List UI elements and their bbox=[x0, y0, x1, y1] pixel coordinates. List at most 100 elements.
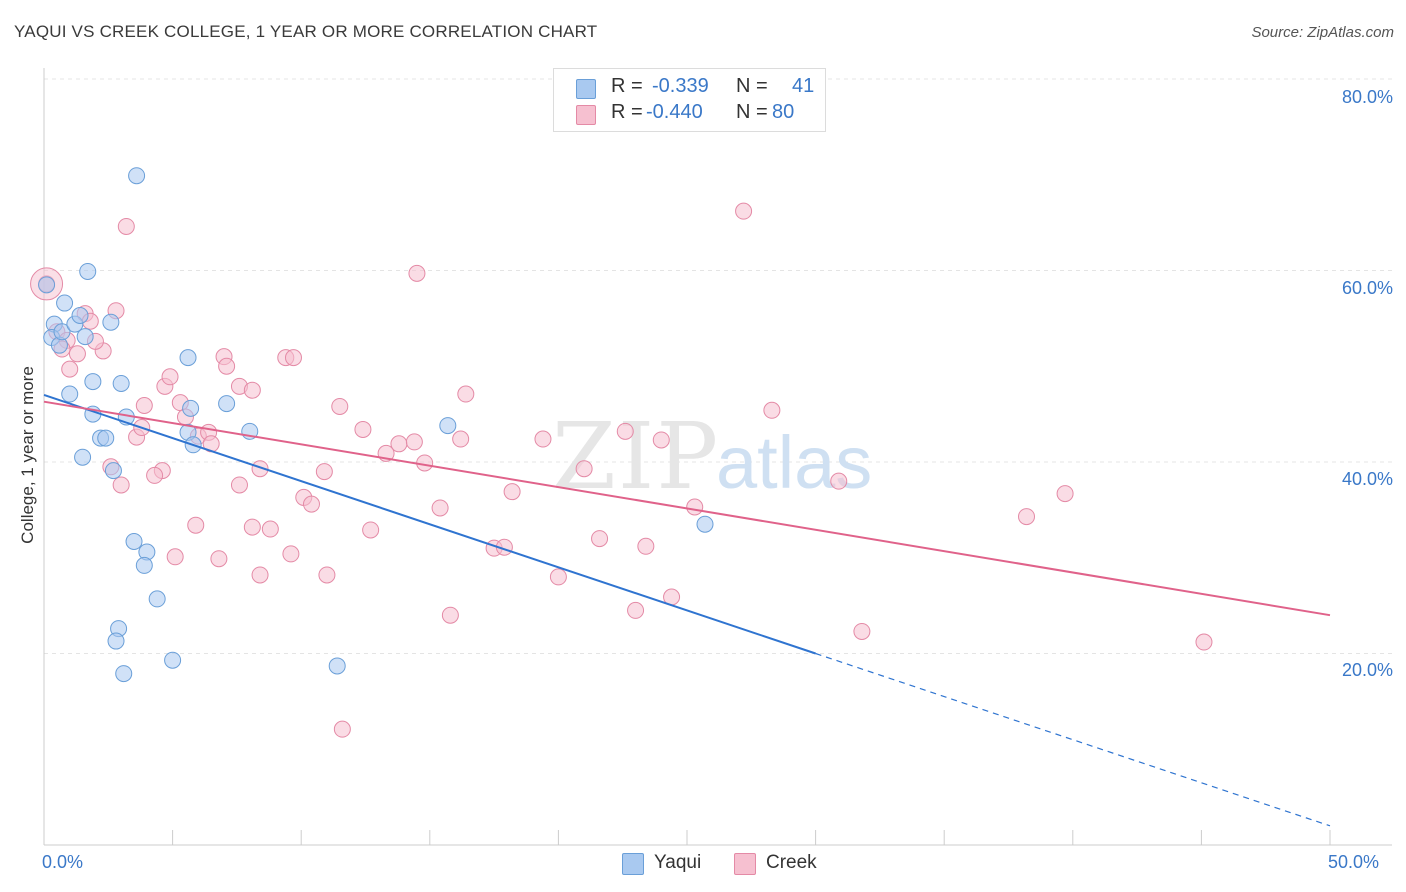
creek-point bbox=[575, 460, 593, 478]
watermark-zip: ZIP bbox=[552, 403, 720, 510]
yaqui-point bbox=[328, 657, 346, 675]
legend-r-label: R = bbox=[611, 75, 643, 97]
yaqui-point bbox=[179, 349, 197, 367]
creek-trend-line bbox=[43, 400, 1331, 617]
yaqui-point bbox=[125, 532, 143, 550]
creek-point bbox=[251, 460, 269, 478]
creek-point bbox=[405, 433, 423, 451]
x-tick-max: 50.0% bbox=[1328, 852, 1380, 872]
yaqui-point bbox=[61, 385, 79, 403]
legend-swatch-creek bbox=[576, 105, 596, 125]
creek-point bbox=[166, 548, 184, 566]
creek-point bbox=[135, 397, 153, 415]
trend-lines bbox=[43, 394, 1331, 827]
legend-swatch-yaqui bbox=[576, 79, 596, 99]
creek-point bbox=[210, 550, 228, 568]
creek-point bbox=[1195, 633, 1213, 651]
creek-point bbox=[61, 360, 79, 378]
yaqui-point bbox=[71, 307, 89, 325]
creek-point bbox=[390, 435, 408, 453]
chart-title: YAQUI VS CREEK COLLEGE, 1 YEAR OR MORE C… bbox=[14, 22, 598, 41]
yaqui-trend-extension bbox=[815, 652, 1331, 827]
bottom-legend-swatch-creek bbox=[734, 853, 756, 875]
creek-point bbox=[230, 476, 248, 494]
creek-point bbox=[161, 368, 179, 386]
creek-point bbox=[315, 463, 333, 481]
creek-point bbox=[534, 430, 552, 448]
creek-point bbox=[1018, 508, 1036, 526]
source-label: Source: ZipAtlas.com bbox=[1251, 24, 1394, 41]
yaqui-point bbox=[112, 374, 130, 392]
yaqui-point bbox=[79, 262, 97, 280]
creek-point bbox=[431, 499, 449, 517]
creek-point bbox=[362, 521, 380, 539]
creek-series bbox=[30, 202, 1213, 738]
creek-point bbox=[830, 472, 848, 490]
creek-point bbox=[627, 601, 645, 619]
creek-point bbox=[243, 381, 261, 399]
creek-point bbox=[243, 518, 261, 536]
yaqui-point bbox=[107, 632, 125, 650]
creek-point bbox=[251, 566, 269, 584]
yaqui-point bbox=[164, 651, 182, 669]
yaqui-point bbox=[218, 395, 236, 413]
creek-point bbox=[261, 520, 279, 538]
yaqui-point bbox=[135, 556, 153, 574]
watermark-atlas: atlas bbox=[716, 421, 872, 504]
yaqui-point bbox=[56, 294, 74, 312]
legend-r-label: R = bbox=[611, 101, 643, 123]
yaqui-trend-line bbox=[43, 394, 816, 655]
x-tick-min: 0.0% bbox=[42, 852, 84, 872]
creek-point bbox=[763, 401, 781, 419]
yaqui-point bbox=[97, 429, 115, 447]
bottom-legend-swatch-yaqui bbox=[622, 853, 644, 875]
creek-point bbox=[117, 217, 135, 235]
bottom-legend-label-yaqui: Yaqui bbox=[654, 852, 702, 873]
creek-point bbox=[282, 545, 300, 563]
yaqui-point bbox=[102, 313, 120, 331]
bottom-legend-label-creek: Creek bbox=[766, 852, 817, 873]
legend-n-label: N = bbox=[736, 75, 768, 97]
creek-point bbox=[616, 422, 634, 440]
creek-point bbox=[68, 345, 86, 363]
legend-r-value: -0.339 bbox=[652, 75, 709, 97]
watermark: ZIP atlas bbox=[552, 403, 872, 510]
creek-point bbox=[1056, 485, 1074, 503]
yaqui-point bbox=[182, 399, 200, 417]
legend-n-label: N = bbox=[736, 101, 768, 123]
creek-point bbox=[302, 495, 320, 513]
creek-point bbox=[503, 483, 521, 501]
y-tick-label: 60.0% bbox=[1341, 278, 1393, 298]
creek-point bbox=[354, 420, 372, 438]
creek-point bbox=[441, 606, 459, 624]
correlation-legend: R = -0.339 N = 41 R = -0.440 N = 80 bbox=[553, 68, 826, 132]
creek-point bbox=[457, 385, 475, 403]
creek-point bbox=[331, 397, 349, 415]
creek-point bbox=[549, 568, 567, 586]
yaqui-point bbox=[76, 328, 94, 346]
legend-r-value: -0.440 bbox=[646, 101, 703, 123]
y-axis-label: College, 1 year or more bbox=[18, 366, 37, 544]
creek-point bbox=[853, 622, 871, 640]
creek-point bbox=[284, 349, 302, 367]
yaqui-point bbox=[128, 167, 146, 185]
yaqui-point bbox=[74, 448, 92, 466]
y-tick-label: 80.0% bbox=[1341, 87, 1393, 107]
creek-point bbox=[218, 357, 236, 375]
yaqui-point bbox=[115, 665, 133, 683]
creek-point bbox=[333, 720, 351, 738]
creek-point bbox=[652, 431, 670, 449]
yaqui-point bbox=[104, 462, 122, 480]
creek-point bbox=[146, 466, 164, 484]
creek-point bbox=[637, 537, 655, 555]
creek-point bbox=[452, 430, 470, 448]
creek-point bbox=[187, 516, 205, 534]
axes bbox=[43, 68, 1392, 846]
yaqui-point bbox=[148, 590, 166, 608]
creek-point bbox=[112, 476, 130, 494]
y-tick-label: 40.0% bbox=[1341, 469, 1393, 489]
creek-point bbox=[318, 566, 336, 584]
legend-n-value: 41 bbox=[792, 75, 815, 97]
yaqui-point bbox=[439, 417, 457, 435]
